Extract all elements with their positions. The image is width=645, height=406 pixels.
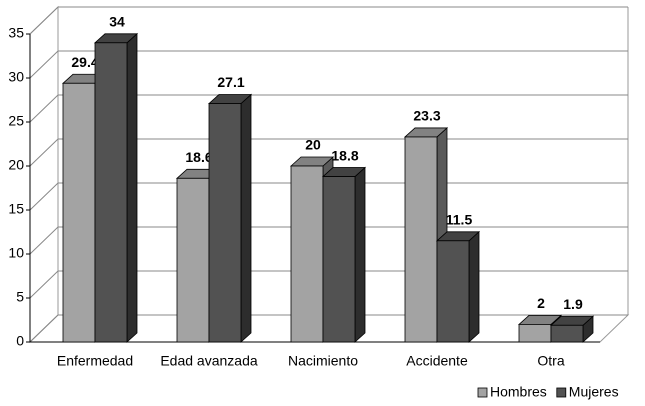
y-tick-label: 20 xyxy=(8,157,24,173)
legend-swatch xyxy=(477,387,488,398)
legend-label: Mujeres xyxy=(569,384,619,400)
back-wall xyxy=(29,5,59,344)
bar-front xyxy=(94,42,128,343)
x-tick-label: Edad avanzada xyxy=(160,353,258,369)
value-label: 34 xyxy=(109,14,125,30)
bar-side xyxy=(240,93,252,343)
y-tick-label: 15 xyxy=(8,201,24,217)
value-label: 11.5 xyxy=(446,212,473,228)
y-tick-label: 25 xyxy=(8,113,24,129)
legend-swatch xyxy=(556,387,567,398)
value-label: 20 xyxy=(305,137,321,153)
grid-line xyxy=(29,50,628,79)
bar xyxy=(549,315,595,343)
y-tick-label: 35 xyxy=(8,25,24,41)
x-tick-label: Enfermedad xyxy=(57,353,133,369)
bar xyxy=(321,166,367,343)
bar-side xyxy=(126,32,138,343)
bar-front xyxy=(518,323,552,343)
x-tick-label: Otra xyxy=(537,353,564,369)
y-tick-label: 10 xyxy=(8,245,24,261)
bar-side xyxy=(354,166,366,343)
value-label: 18.8 xyxy=(331,147,358,163)
value-label: 27.1 xyxy=(217,74,244,90)
grid-line xyxy=(29,6,628,35)
value-label: 18.6 xyxy=(185,149,212,165)
bar-front xyxy=(322,176,356,343)
x-tick-label: Nacimiento xyxy=(288,353,358,369)
y-tick-label: 30 xyxy=(8,69,24,85)
legend-label: Hombres xyxy=(490,384,547,400)
value-label: 23.3 xyxy=(413,108,440,124)
bar-front xyxy=(208,103,242,343)
x-tick-label: Accidente xyxy=(406,353,468,369)
bar xyxy=(93,32,139,343)
bar-front xyxy=(176,177,210,343)
bar-front xyxy=(404,136,438,343)
bar-front xyxy=(436,240,470,343)
bar-front xyxy=(62,82,96,343)
grid-line xyxy=(29,94,628,123)
y-tick-label: 0 xyxy=(16,333,24,349)
value-label: 2 xyxy=(537,295,545,311)
bar-front xyxy=(550,324,584,343)
bar-side xyxy=(468,230,480,343)
bar xyxy=(207,93,253,343)
bar xyxy=(435,230,481,343)
value-label: 1.9 xyxy=(563,296,583,312)
bar-front xyxy=(290,165,324,343)
value-label: 29.4 xyxy=(71,54,98,70)
y-tick-label: 5 xyxy=(16,289,24,305)
